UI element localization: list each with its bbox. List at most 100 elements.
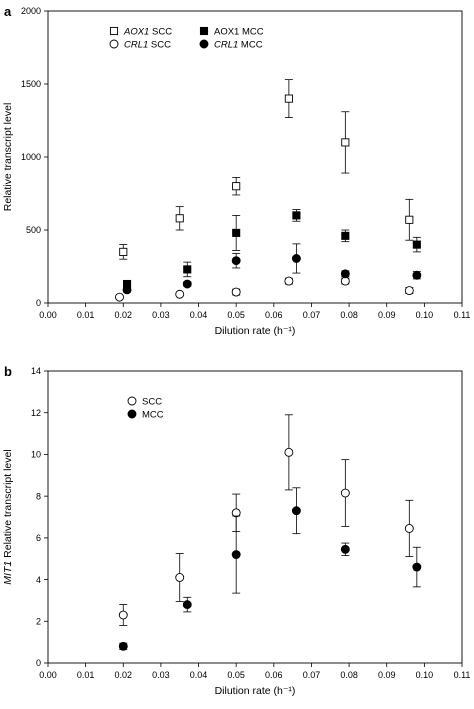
x-tick-label: 0.09 (378, 670, 396, 680)
x-tick-label: 0.03 (152, 310, 170, 320)
y-tick-label: 12 (31, 408, 41, 418)
data-point (284, 276, 294, 286)
x-tick-label: 0.11 (454, 310, 471, 320)
x-tick-label: 0.07 (303, 310, 321, 320)
data-point (115, 292, 124, 302)
data-point (340, 488, 350, 498)
legend-marker (109, 26, 119, 36)
data-point (292, 211, 301, 220)
data-point (122, 285, 132, 295)
legend-label: MCC (142, 410, 164, 421)
data-point (284, 94, 293, 103)
series-1 (122, 209, 421, 289)
panel-b-chart: b 0.00 0.01 0.02 0.03 0.04 0.05 0.06 0.07 0.08 0.0… (2, 364, 470, 697)
legend-label-text: MCC (238, 40, 262, 51)
x-tick-label: 0.02 (115, 310, 133, 320)
data-point (175, 214, 184, 223)
x-tick-label: 0.02 (115, 670, 133, 680)
y-tick-label: 4 (36, 575, 41, 585)
legend-marker (109, 39, 119, 49)
legend-label-text: MCC (142, 410, 164, 421)
y-axis-title-gene: MIT1 (2, 561, 14, 585)
x-tick-label: 0.04 (190, 670, 208, 680)
series-1 (118, 487, 422, 651)
data-point (291, 506, 301, 516)
x-tick-label: 0.01 (77, 310, 95, 320)
series-2 (115, 276, 414, 302)
y-tick-label: 14 (31, 366, 41, 376)
data-point (412, 562, 422, 572)
y-tick-label: 1500 (21, 79, 41, 89)
legend-label-text: AOX1 MCC (214, 27, 264, 38)
legend-label-gene: CRL1 (124, 40, 148, 51)
legend-label: SCC (142, 397, 162, 408)
x-tick-label: 0.05 (227, 670, 245, 680)
y-tick-label: 1000 (21, 152, 41, 162)
data-point (340, 544, 350, 554)
data-point (231, 287, 241, 297)
data-point (284, 447, 294, 457)
legend-label: CRL1 MCC (214, 40, 263, 51)
data-point (404, 286, 414, 296)
data-point (175, 573, 185, 582)
legend-marker (199, 39, 209, 49)
x-tick-label: 0.07 (303, 670, 321, 680)
y-tick-label: 10 (31, 450, 41, 460)
data-point (341, 231, 350, 240)
data-point (405, 215, 414, 224)
legend-marker (127, 396, 137, 406)
y-tick-label: 500 (26, 225, 41, 235)
y-tick-label: 2 (36, 616, 41, 626)
data-point (231, 256, 241, 266)
x-tick-label: 0.06 (265, 670, 283, 680)
x-tick-label: 0.04 (190, 310, 208, 320)
data-point (232, 228, 241, 237)
data-point (183, 265, 192, 274)
data-point (118, 610, 128, 620)
legend-label-text: SCC (148, 40, 171, 51)
x-tick-label: 0.01 (77, 670, 95, 680)
data-point (119, 247, 128, 256)
y-axis-title: Relative transcript level (2, 103, 14, 212)
y-tick-label: 2000 (21, 6, 41, 16)
plot-frame (47, 370, 463, 664)
panel-label: a (4, 4, 12, 19)
y-tick-label: 8 (36, 491, 41, 501)
x-tick-label: 0.09 (378, 310, 396, 320)
x-tick-label: 0.03 (152, 670, 170, 680)
x-tick-label: 0.08 (340, 310, 358, 320)
legend-label: AOX1 SCC (123, 27, 172, 38)
legend-label-text: SCC (149, 27, 172, 38)
x-tick-label: 0.00 (39, 310, 57, 320)
y-tick-label: 0 (36, 298, 41, 308)
x-tick-label: 0.08 (340, 670, 358, 680)
plot-frame (47, 10, 463, 304)
y-tick-label: 0 (36, 658, 41, 668)
series-3 (122, 243, 422, 295)
x-tick-label: 0.10 (416, 670, 434, 680)
data-point (412, 270, 422, 280)
x-tick-label: 0.11 (454, 670, 471, 680)
legend-label: CRL1 SCC (124, 40, 171, 51)
x-tick-label: 0.10 (416, 310, 434, 320)
panel-label: b (4, 364, 12, 379)
legend-label-gene: CRL1 (214, 40, 238, 51)
legend: SCC MCC (127, 396, 164, 421)
data-point (231, 550, 241, 559)
x-axis-title: Dilution rate (h⁻¹) (215, 325, 296, 337)
data-point (340, 276, 350, 286)
data-point (341, 138, 350, 147)
data-point (182, 600, 192, 610)
y-tick-label: 6 (36, 533, 41, 543)
x-tick-label: 0.05 (227, 310, 245, 320)
data-point (175, 289, 185, 299)
y-axis-title-text: Relative transcript level (2, 449, 14, 560)
data-point (412, 240, 421, 249)
data-point (232, 182, 241, 191)
data-point (182, 279, 192, 289)
series-0 (118, 414, 414, 626)
data-point (404, 524, 414, 533)
series-0 (119, 79, 414, 260)
y-axis-title: MIT1 Relative transcript level (2, 449, 14, 584)
